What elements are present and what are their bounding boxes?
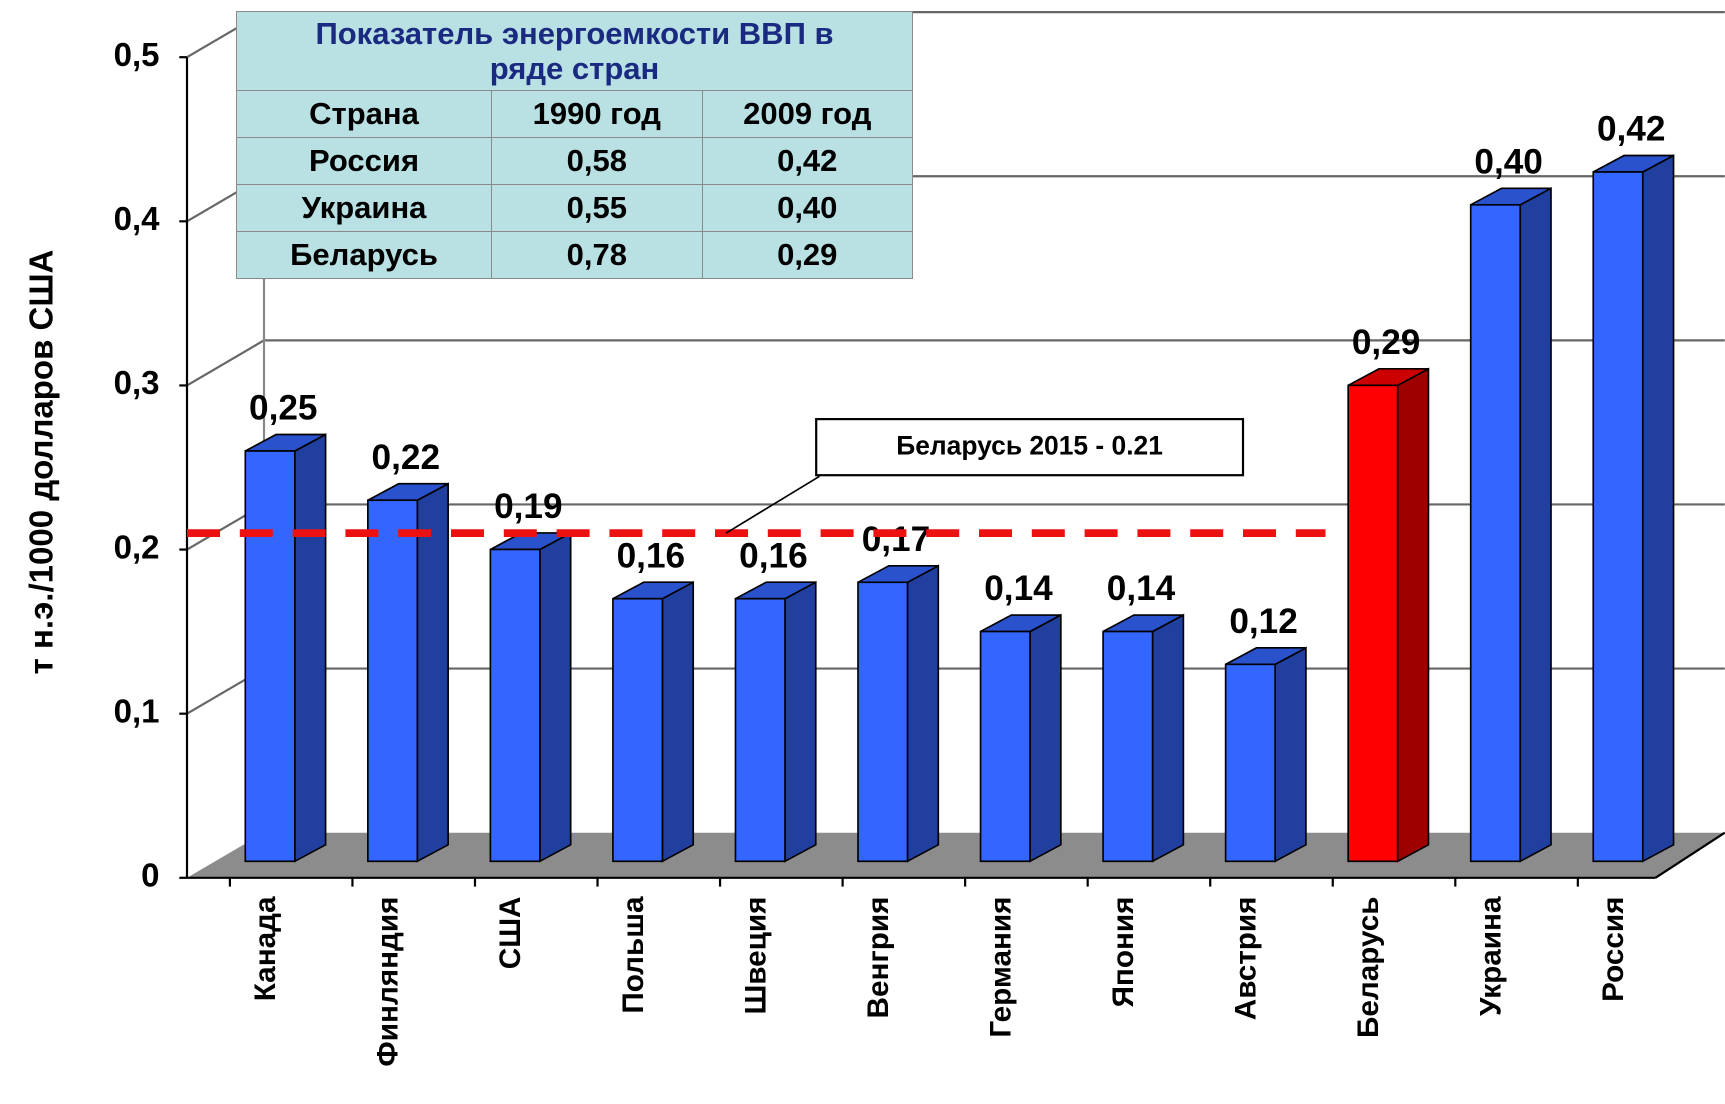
annotation: Беларусь 2015 - 0.21	[896, 431, 1163, 461]
value-label: 0,17	[862, 520, 931, 559]
bar-side	[661, 580, 695, 863]
bar	[367, 499, 419, 863]
bar-side	[1151, 613, 1185, 863]
value-label: 0,16	[739, 536, 808, 575]
bar	[1224, 663, 1276, 863]
inset-table: Показатель энергоемкости ВВП в ряде стра…	[235, 11, 913, 279]
table-cell: Украина	[235, 184, 493, 232]
plot: т н.э./1000 долларов США 0 0,1 0,2 0,3 0,4 0,…	[23, 11, 1725, 1067]
y-tick-label: 0,2	[114, 528, 160, 565]
table-row: Украина 0,55 0,40	[235, 184, 913, 232]
x-tick-label: Венгрия	[862, 897, 895, 1019]
bar	[489, 548, 541, 863]
bar	[1469, 203, 1522, 863]
value-label: 0,14	[984, 569, 1053, 608]
x-tick-label: Канада	[249, 896, 282, 1001]
bar	[244, 450, 296, 863]
table-cell: 0,78	[491, 231, 703, 279]
table-title: Показатель энергоемкости ВВП в ряде стра…	[236, 11, 913, 91]
bar-side	[1029, 613, 1062, 863]
table-cell: 1990 год	[491, 90, 703, 138]
annotation-box	[815, 418, 1245, 477]
y-tick-label: 0	[141, 857, 159, 894]
bar	[1347, 384, 1399, 863]
table-cell: 0,40	[701, 184, 913, 232]
value-label: 0,25	[249, 389, 318, 428]
value-label: 0,22	[372, 438, 441, 477]
table-cell: 2009 год	[701, 90, 913, 138]
value-label: 0,40	[1474, 142, 1543, 181]
bar-side	[539, 531, 572, 863]
bar-side	[293, 433, 327, 863]
x-tick-label: Украина	[1475, 896, 1508, 1016]
value-label: 0,16	[617, 536, 685, 575]
y-tick-label: 0,5	[114, 36, 160, 73]
value-label: 0,14	[1107, 569, 1176, 608]
x-tick-label: Беларусь	[1352, 897, 1385, 1039]
x-tick-label: Финляндия	[372, 897, 405, 1067]
y-tick-label: 0,4	[114, 200, 161, 237]
bar-side	[416, 482, 449, 863]
x-tick-label: Япония	[1107, 897, 1140, 1008]
bar	[1102, 630, 1154, 863]
x-tick-label: США	[494, 897, 527, 970]
value-label: 0,19	[494, 487, 563, 526]
table-cell: 0,42	[701, 137, 913, 185]
bar	[979, 630, 1031, 863]
table-cell: 0,55	[491, 184, 703, 232]
bar-side	[1274, 646, 1307, 863]
table-cell: Страна	[235, 90, 493, 138]
annotation-leader	[725, 475, 820, 534]
y-axis-label: т н.э./1000 долларов США	[23, 250, 60, 675]
x-tick-label: Австрия	[1229, 897, 1262, 1021]
y-tick-label: 0,1	[114, 692, 160, 729]
table-cell: Беларусь	[235, 231, 493, 279]
x-tick-label: Россия	[1597, 897, 1630, 1002]
bar-side	[1396, 367, 1430, 863]
y-tick-label: 0,3	[114, 364, 160, 401]
x-tick-label: Германия	[984, 897, 1017, 1038]
table-row: Беларусь 0,78 0,29	[235, 231, 913, 279]
bar	[1592, 171, 1644, 863]
bar	[734, 597, 786, 863]
floor-edge	[1654, 831, 1725, 879]
table-header: Страна 1990 год 2009 год	[235, 90, 913, 138]
bar	[857, 581, 909, 863]
table-cell: Россия	[235, 137, 493, 185]
x-tick-label: Польша	[617, 896, 650, 1014]
grid-line	[186, 339, 265, 387]
bar-side	[1641, 154, 1675, 863]
value-label: 0,29	[1352, 323, 1421, 362]
bar-side	[784, 580, 817, 863]
bar-side	[906, 564, 940, 863]
table-cell: 0,58	[491, 137, 703, 185]
table-row: Россия 0,58 0,42	[235, 137, 913, 185]
x-tick-label: Швеция	[739, 897, 772, 1015]
bar-side	[1519, 186, 1552, 863]
value-label: 0,12	[1229, 602, 1298, 641]
value-label: 0,42	[1597, 110, 1666, 149]
table-cell: 0,29	[701, 231, 913, 279]
bar	[612, 597, 664, 863]
